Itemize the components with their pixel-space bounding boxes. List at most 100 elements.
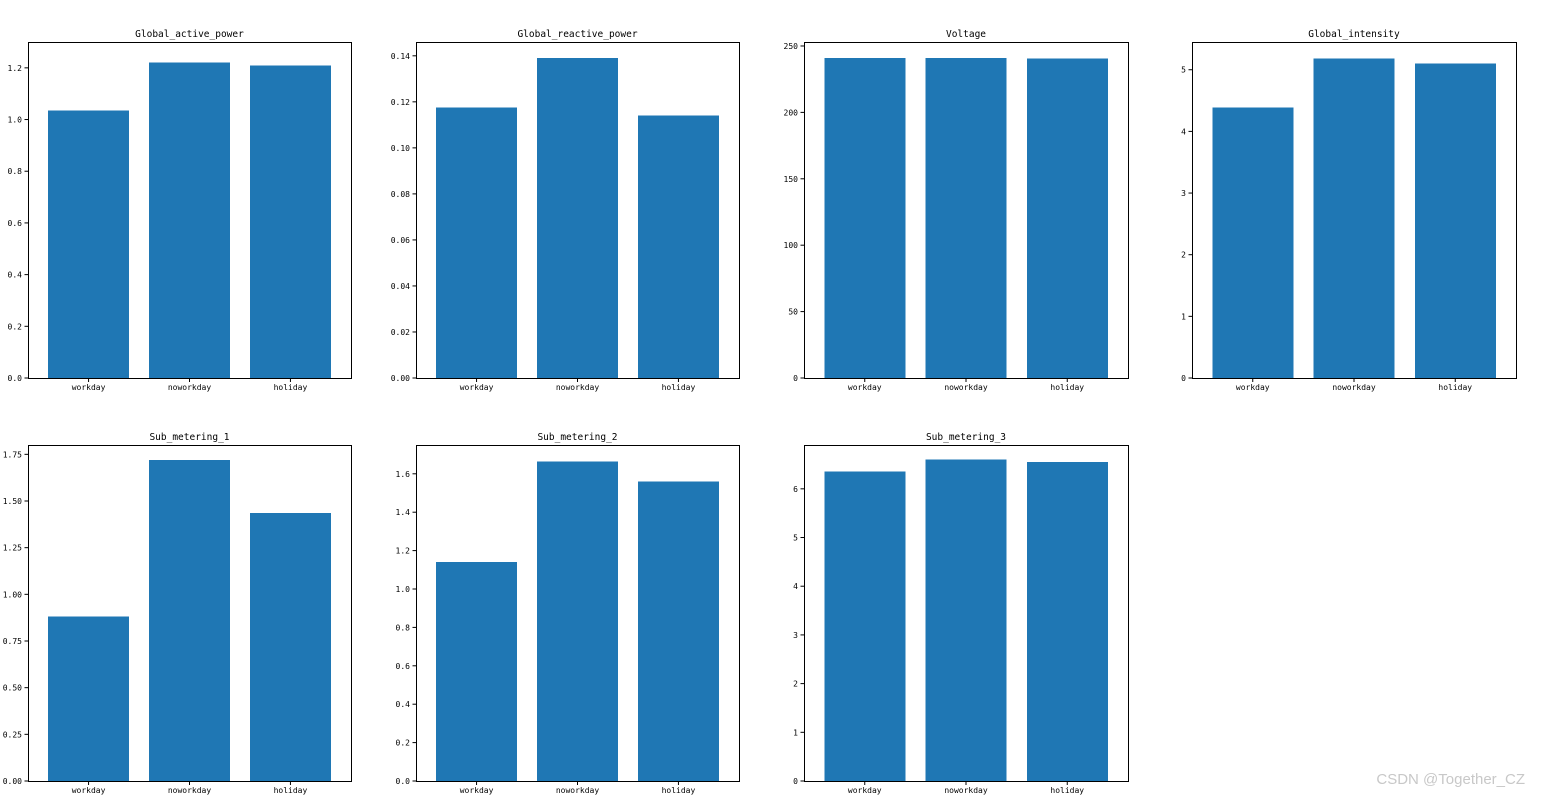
x-tick-label: holiday	[1050, 786, 1084, 795]
subplot-7: 0 1 2 3 4 5 6 workday noworkday holiday Sub_meteri…	[793, 432, 1129, 795]
y-tick-label: 0.6	[396, 662, 411, 671]
x-tick-label: noworkday	[944, 786, 988, 795]
bar-noworkday	[925, 57, 1007, 378]
y-tick-label: 0.06	[391, 236, 410, 245]
bar-holiday	[1414, 63, 1496, 378]
y-tick-label: 0	[1181, 374, 1186, 383]
subplot-2: 0.00 0.02 0.04 0.06 0.08 0.10 0.12 0.14 workday n…	[391, 29, 740, 392]
bar-workday	[436, 562, 517, 781]
bar-workday	[436, 107, 517, 378]
y-tick-label: 2	[1181, 251, 1186, 260]
y-tick-label: 0.2	[8, 322, 23, 331]
y-tick-label: 6	[793, 485, 798, 494]
y-tick-label: 3	[793, 631, 798, 640]
y-tick-label: 0.00	[391, 374, 410, 383]
y-tick-label: 0.04	[391, 282, 410, 291]
y-tick-label: 1.2	[396, 547, 411, 556]
y-tick-label: 1.0	[8, 116, 23, 125]
watermark-text: CSDN @Together_CZ	[1376, 771, 1525, 788]
bar-noworkday	[149, 62, 230, 379]
y-tick-label: 0.02	[391, 328, 410, 337]
bar-holiday	[1026, 462, 1108, 781]
bar-noworkday	[537, 58, 618, 379]
bar-workday	[48, 616, 129, 781]
y-tick-label: 200	[784, 108, 799, 117]
y-tick-label: 1.2	[8, 64, 23, 73]
y-tick-label: 50	[788, 308, 798, 317]
y-tick-label: 2	[793, 680, 798, 689]
chart-title: Voltage	[946, 29, 986, 40]
x-tick-label: noworkday	[556, 786, 600, 795]
y-tick-label: 1.75	[3, 450, 22, 459]
chart-title: Sub_metering_1	[149, 432, 229, 443]
x-tick-label: workday	[1236, 383, 1270, 392]
y-tick-label: 1	[793, 728, 798, 737]
x-tick-label: workday	[848, 383, 882, 392]
y-tick-label: 0.8	[8, 167, 23, 176]
x-tick-label: workday	[460, 786, 494, 795]
bar-holiday	[638, 115, 719, 378]
y-tick-label: 1.6	[396, 470, 411, 479]
bar-workday	[824, 471, 906, 781]
bar-noworkday	[149, 459, 230, 781]
chart-title: Global_intensity	[1308, 29, 1400, 40]
y-tick-label: 250	[784, 42, 799, 51]
chart-title: Sub_metering_3	[926, 432, 1006, 443]
y-tick-label: 0.00	[3, 777, 22, 786]
y-tick-label: 0	[793, 777, 798, 786]
y-tick-label: 0.6	[8, 219, 23, 228]
chart-title: Global_reactive_power	[517, 29, 637, 40]
y-tick-label: 1	[1181, 312, 1186, 321]
x-tick-label: holiday	[662, 383, 696, 392]
y-tick-label: 150	[784, 175, 799, 184]
bar-noworkday	[1313, 58, 1395, 379]
x-tick-label: workday	[848, 786, 882, 795]
bar-holiday	[250, 65, 331, 378]
subplot-1: 0.0 0.2 0.4 0.6 0.8 1.0 1.2 workday noworkday hol…	[8, 29, 352, 392]
y-tick-label: 0.14	[391, 52, 410, 61]
chart-title: Sub_metering_2	[537, 432, 617, 443]
y-tick-label: 4	[793, 582, 798, 591]
subplot-4: 0 1 2 3 4 5 workday noworkday holiday Global_inte…	[1181, 29, 1517, 392]
y-tick-label: 0.0	[396, 777, 411, 786]
y-tick-label: 5	[1181, 66, 1186, 75]
y-tick-label: 100	[784, 241, 799, 250]
x-tick-label: noworkday	[556, 383, 600, 392]
x-tick-label: holiday	[274, 383, 308, 392]
x-tick-label: holiday	[1050, 383, 1084, 392]
x-tick-label: noworkday	[168, 786, 212, 795]
bar-holiday	[1026, 58, 1108, 378]
x-tick-label: noworkday	[1332, 383, 1376, 392]
y-tick-label: 1.50	[3, 497, 22, 506]
y-tick-label: 1.4	[396, 508, 411, 517]
bar-workday	[824, 57, 906, 378]
bar-noworkday	[925, 459, 1007, 781]
subplot-6: 0.0 0.2 0.4 0.6 0.8 1.0 1.2 1.4 1.6 workday nowork…	[396, 432, 740, 795]
x-tick-label: noworkday	[944, 383, 988, 392]
y-tick-label: 0.4	[8, 271, 23, 280]
x-tick-label: holiday	[662, 786, 696, 795]
x-tick-label: workday	[460, 383, 494, 392]
x-tick-label: holiday	[274, 786, 308, 795]
y-tick-label: 0.75	[3, 637, 22, 646]
y-tick-label: 0.12	[391, 98, 410, 107]
y-tick-label: 3	[1181, 189, 1186, 198]
x-tick-label: workday	[72, 786, 106, 795]
y-tick-label: 0.25	[3, 730, 22, 739]
bar-noworkday	[537, 461, 618, 781]
subplot-3: 0 50 100 150 200 250 workday noworkday holiday Vo…	[784, 29, 1129, 392]
bar-workday	[48, 110, 129, 379]
bar-workday	[1212, 107, 1294, 378]
chart-title: Global_active_power	[135, 29, 244, 40]
y-tick-label: 1.25	[3, 544, 22, 553]
y-tick-label: 0.10	[391, 144, 410, 153]
y-tick-label: 0	[793, 374, 798, 383]
y-tick-label: 0.4	[396, 700, 411, 709]
y-tick-label: 0.50	[3, 684, 22, 693]
y-tick-label: 1.00	[3, 590, 22, 599]
x-tick-label: noworkday	[168, 383, 212, 392]
y-tick-label: 0.2	[396, 739, 411, 748]
subplot-5: 0.00 0.25 0.50 0.75 1.00 1.25 1.50 1.75 workday n…	[3, 432, 352, 795]
